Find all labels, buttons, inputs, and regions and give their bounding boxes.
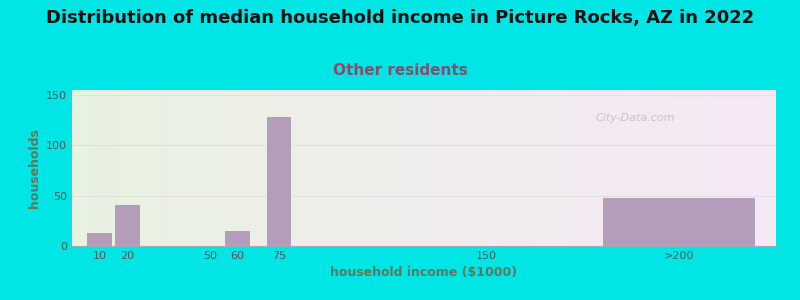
Bar [87, 233, 112, 246]
Text: City-Data.com: City-Data.com [595, 113, 675, 123]
Y-axis label: households: households [27, 128, 41, 208]
Text: Distribution of median household income in Picture Rocks, AZ in 2022: Distribution of median household income … [46, 9, 754, 27]
Bar [226, 231, 250, 246]
X-axis label: household income ($1000): household income ($1000) [330, 266, 518, 279]
Bar [266, 117, 291, 246]
Bar [603, 198, 755, 246]
Bar [114, 205, 140, 246]
Text: Other residents: Other residents [333, 63, 467, 78]
